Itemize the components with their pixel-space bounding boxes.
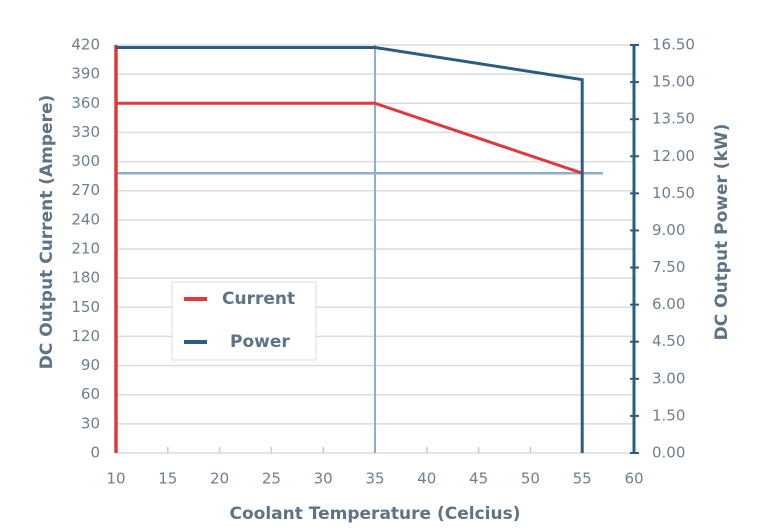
y-tick-label: 180 [71,269,100,287]
y2-tick-label: 1.50 [652,406,685,424]
y-tick-label: 90 [81,356,100,374]
y2-tick-label: 0.00 [652,444,685,462]
y2-tick-label: 10.50 [652,184,695,202]
y2-tick-label: 13.50 [652,110,695,128]
x-tick-label: 45 [469,470,488,488]
y2-tick-label: 12.00 [652,147,695,165]
y-tick-label: 240 [71,210,100,228]
y-tick-label: 390 [71,65,100,83]
x-tick-label: 15 [158,470,177,488]
x-tick-label: 60 [624,470,643,488]
y-tick-label: 420 [71,36,100,54]
x-tick-label: 50 [521,470,540,488]
y-tick-label: 120 [71,327,100,345]
y2-tick-label: 4.50 [652,332,685,350]
y-tick-label: 330 [71,123,100,141]
x-tick-label: 35 [365,470,384,488]
x-tick-label: 40 [417,470,436,488]
series-line [116,45,584,453]
series-line [116,101,583,175]
legend [171,281,317,361]
x-tick-label: 10 [106,470,125,488]
legend-label: Current [222,289,295,309]
y-tick-label: 210 [71,240,100,258]
y2-tick-label: 3.00 [652,369,685,387]
y-tick-label: 300 [71,152,100,170]
y-tick-label: 60 [81,385,100,403]
y2-tick-label: 6.00 [652,295,685,313]
y2-tick-label: 7.50 [652,258,685,276]
y-tick-label: 150 [71,298,100,316]
x-axis-label: Coolant Temperature (Celcius) [230,504,521,524]
y-tick-label: 0 [90,444,100,462]
x-tick-label: 30 [314,470,333,488]
x-tick-label: 25 [262,470,281,488]
x-tick-label: 55 [573,470,592,488]
y-tick-label: 30 [81,414,100,432]
y-tick-label: 270 [71,181,100,199]
y2-tick-label: 16.50 [652,36,695,54]
y2-tick-label: 9.00 [652,221,685,239]
x-tick-label: 20 [210,470,229,488]
y-axis-label: DC Output Current (Ampere) [37,95,57,370]
y2-tick-label: 15.00 [652,73,695,91]
y-tick-label: 360 [71,94,100,112]
legend-label: Power [230,332,290,352]
y2-axis-label: DC Output Power (kW) [712,124,732,341]
